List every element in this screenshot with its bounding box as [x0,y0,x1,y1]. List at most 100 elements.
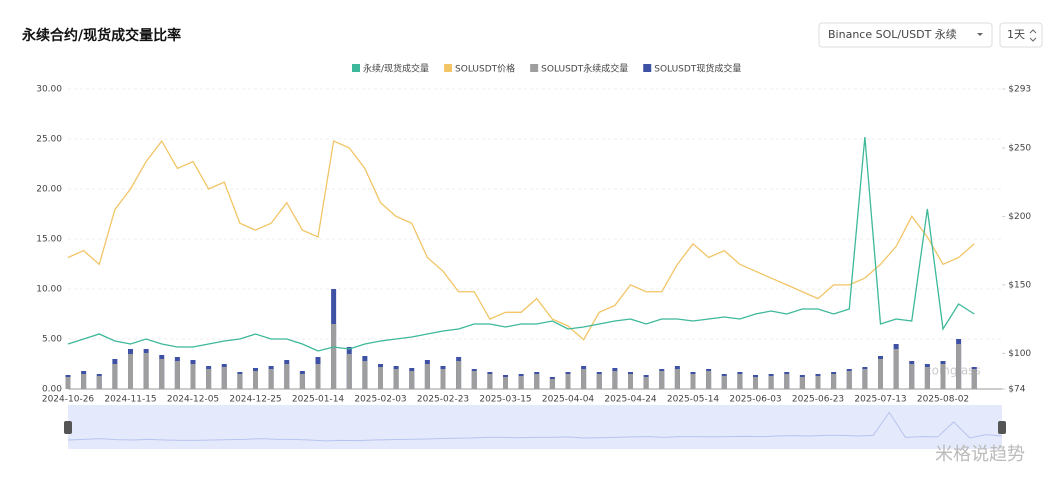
bar [596,374,602,389]
exchange-select[interactable] [818,22,993,48]
interval-select-label: 1天 [1007,28,1025,41]
bar [721,376,727,389]
interval-arrow [1029,29,1037,42]
x-tick-label: 2024-10-26 [42,395,95,405]
bar [581,369,587,389]
legend-label: SOLUSDT现货成交量 [654,63,741,75]
bar [956,344,962,389]
y2-tick-label: $100 [1008,349,1031,359]
bar [768,376,774,389]
bar [112,364,118,389]
bar [674,369,680,389]
y-tick-label: 15.00 [36,235,62,245]
bar [893,349,899,389]
bar [549,379,555,389]
bar [440,369,446,389]
bar [65,377,71,389]
x-tick-label: 2025-03-15 [479,395,531,405]
navigator[interactable] [68,405,1002,449]
bar [831,374,837,389]
x-tick-label: 2025-04-04 [542,395,595,405]
legend-swatch [444,64,453,72]
x-tick-label: 2025-07-13 [854,395,906,405]
bar [237,374,243,389]
bar [909,364,915,389]
navigator-handle[interactable] [64,421,72,434]
legend-swatch [352,64,360,72]
y-tick-label: 10.00 [36,285,62,295]
bar [174,361,180,389]
bar [878,359,883,389]
bar [393,369,399,389]
bar [924,367,930,389]
x-tick-label: 2025-08-02 [917,395,969,405]
bar [487,374,493,389]
bar [456,361,462,389]
x-tick-label: 2024-11-15 [104,395,156,405]
y-tick-label: 20.00 [36,185,62,195]
line [67,136,975,352]
bar [331,324,337,389]
y-tick-label: 30.00 [36,85,62,95]
x-tick-label: 2025-01-14 [292,395,345,405]
legend-swatch [643,64,652,72]
x-tick-label: 2025-04-24 [604,395,657,405]
bar [362,361,368,389]
line [67,139,975,341]
x-tick-label: 2025-06-03 [729,395,781,405]
bar [940,364,946,389]
legend-label: SOLUSDT价格 [455,63,515,75]
bar [534,374,540,389]
bar [378,367,383,389]
bar [518,376,524,389]
y2-tick-label: $74 [1008,385,1025,395]
x-tick-label: 2025-02-03 [354,395,406,405]
interval-select[interactable] [999,22,1043,48]
y-tick-label: 0.00 [42,385,62,395]
bar [128,354,133,389]
x-tick-label: 2025-02-23 [417,395,469,405]
x-tick-label: 2024-12-05 [167,395,219,405]
x-tick-label: 2025-05-14 [667,395,720,405]
exchange-select-label: Binance SOL/USDT 永续 [828,27,957,41]
bar [846,371,852,389]
legend-label: SOLUSDT永续成交量 [541,63,628,75]
y-tick-label: 5.00 [42,335,62,345]
bar [409,371,415,389]
bar [190,364,196,389]
x-tick-label: 2024-12-25 [229,395,281,405]
bar [471,371,477,389]
bar [284,364,290,389]
bar [643,377,649,389]
bar [612,371,618,389]
watermark: 米格说趋势 [935,444,1025,465]
bar [706,371,712,389]
bar [690,374,696,389]
bar [628,374,633,389]
bar [315,364,321,389]
bar [268,369,274,389]
bar [784,374,790,389]
bar [799,377,805,389]
watermark: coinglass [925,364,981,378]
bar [221,367,227,389]
y2-tick-label: $150 [1008,280,1031,290]
bar [503,377,508,389]
y2-tick-label: $200 [1008,212,1031,222]
bar [659,371,665,389]
bar [424,364,430,389]
select-arrow [977,33,983,36]
bar [346,354,352,389]
navigator-handle[interactable] [998,421,1006,434]
bar [81,374,87,389]
bar [299,374,305,389]
bar [862,369,868,389]
bar [159,359,165,389]
navigator-line [67,411,1003,442]
x-tick-label: 2025-06-23 [792,395,844,405]
legend-swatch [530,64,539,72]
bar [565,374,571,389]
bar [815,376,821,389]
y2-tick-label: $293 [1008,85,1031,95]
